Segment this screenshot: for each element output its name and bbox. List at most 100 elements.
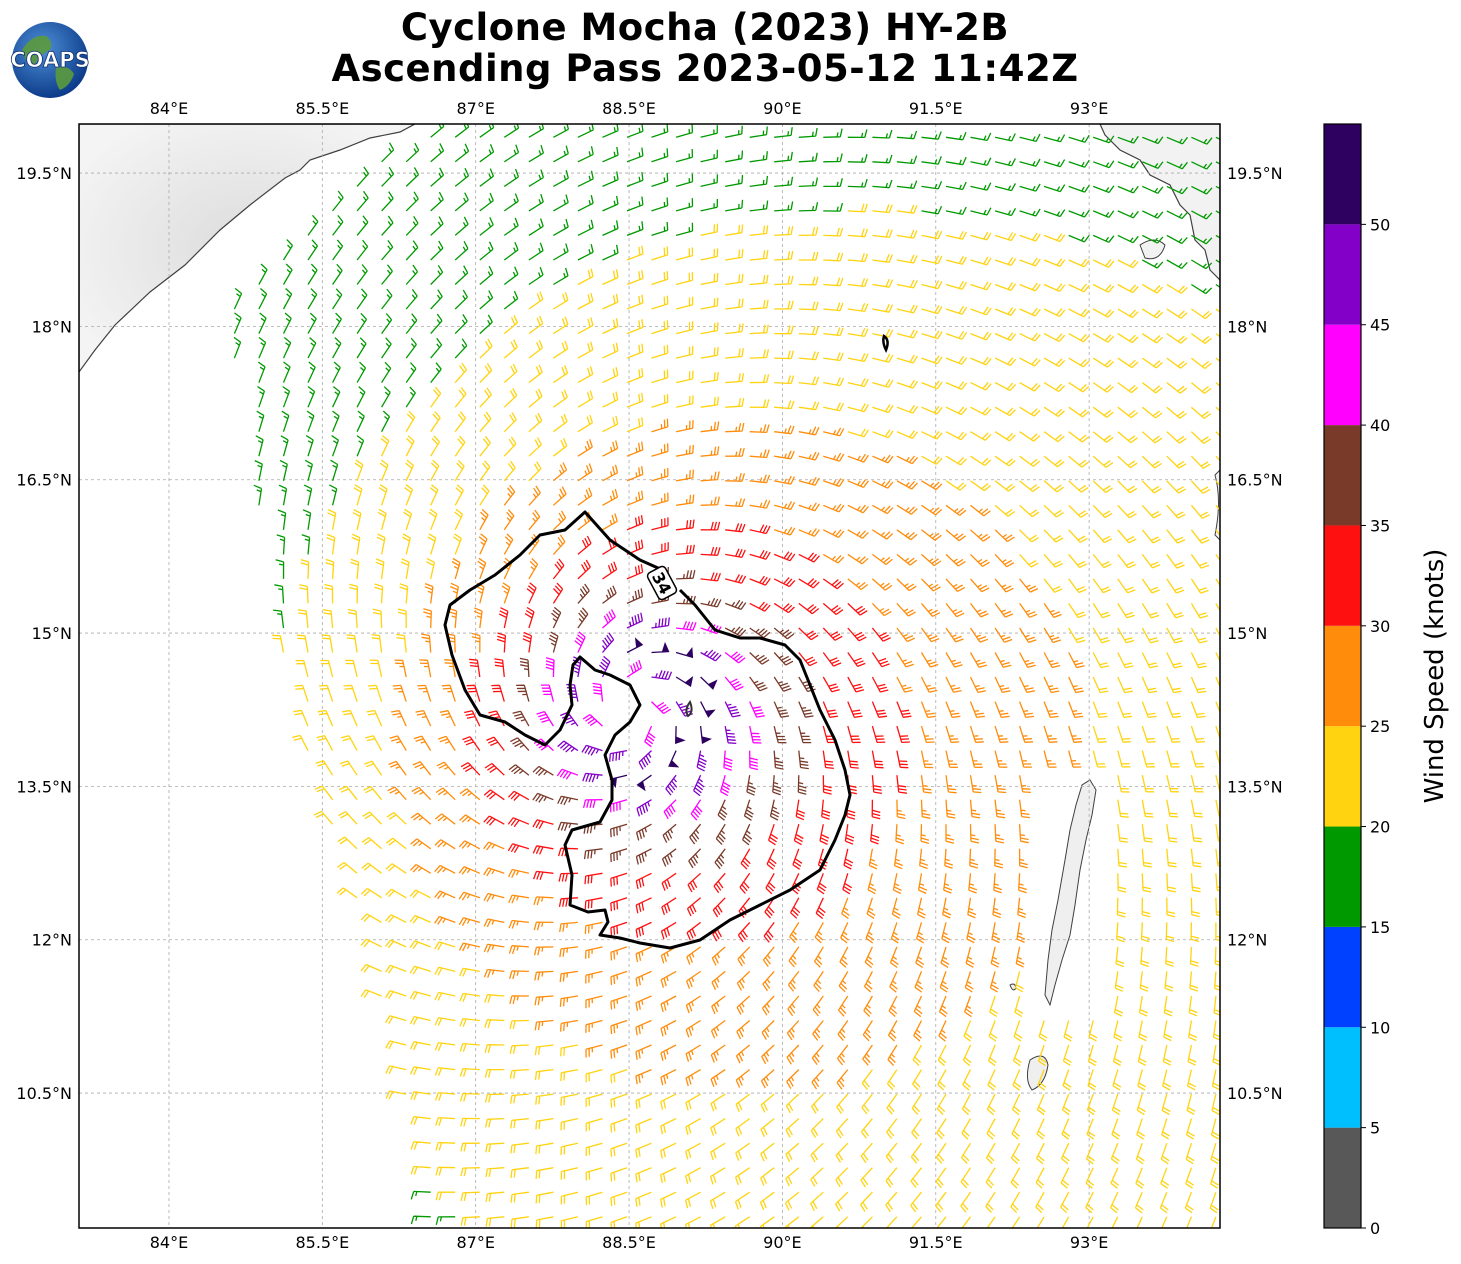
wind-barb-562 — [774, 475, 795, 485]
lat-tick-left-6: 10.5°N — [16, 1084, 72, 1103]
wind-barb-188 — [503, 242, 519, 261]
wind-barb-1087 — [662, 823, 677, 843]
wind-barb-115 — [602, 195, 619, 212]
wind-barb-1267 — [1165, 946, 1174, 967]
wind-barb-747 — [501, 582, 511, 604]
wind-barb-406 — [872, 378, 894, 388]
wind-barb-65 — [1166, 161, 1188, 170]
wind-barb-859 — [394, 659, 407, 678]
wind-barb-1442 — [535, 1093, 554, 1105]
wind-barb-1027 — [871, 775, 883, 795]
wind-barb-1204 — [1190, 897, 1200, 918]
wind-barb-1123 — [740, 848, 751, 870]
wind-barb-1633 — [1186, 1216, 1193, 1228]
wind-barb-786 — [498, 607, 509, 629]
wind-barb-905 — [592, 682, 604, 702]
wind-barb-1499 — [1136, 1118, 1146, 1140]
wind-barb-684 — [872, 553, 893, 566]
wind-barb-886 — [1068, 676, 1084, 694]
wind-barb-1241 — [434, 941, 456, 951]
wind-barb-1369 — [409, 1041, 431, 1051]
wind-barb-965 — [1190, 725, 1205, 743]
wind-barb-945 — [699, 726, 712, 745]
wind-barb-441 — [749, 399, 770, 409]
wind-barb-375 — [1092, 357, 1115, 368]
wind-barb-51 — [823, 153, 843, 163]
wind-barb-617 — [1141, 504, 1162, 519]
wind-barb-1443 — [560, 1093, 579, 1106]
wind-barb-491 — [994, 431, 1016, 442]
wind-barb-439 — [700, 396, 720, 408]
wind-barb-1466 — [1136, 1093, 1146, 1116]
wind-barb-1116 — [557, 847, 578, 857]
wind-barb-1480 — [660, 1118, 677, 1135]
wind-barb-1602 — [410, 1215, 431, 1225]
wind-barb-43 — [626, 147, 644, 163]
wind-barb-1554 — [860, 1167, 873, 1188]
wind-barb-863 — [494, 658, 505, 678]
wind-barb-711 — [577, 559, 591, 580]
wind-barb-272 — [577, 292, 594, 310]
wind-barb-963 — [1141, 725, 1156, 743]
wind-barb-1512 — [635, 1142, 652, 1158]
wind-barb-1257 — [839, 946, 849, 968]
wind-barb-496 — [1117, 431, 1138, 444]
wind-barb-882 — [969, 676, 987, 694]
wind-barb-386 — [381, 361, 392, 383]
wind-barb-505 — [356, 435, 365, 457]
wind-barb-1203 — [1166, 897, 1176, 918]
wind-barb-1371 — [459, 1042, 480, 1052]
wind-barb-154 — [626, 221, 644, 237]
wind-barb-749 — [552, 582, 564, 604]
wind-barb-948 — [773, 725, 787, 744]
wind-barb-50 — [798, 152, 818, 163]
wind-barb-1397 — [1112, 1044, 1122, 1067]
wind-barb-1071 — [1190, 799, 1203, 818]
wind-barb-114 — [577, 195, 594, 212]
wind-barb-552 — [528, 461, 542, 482]
wind-barb-1419 — [811, 1069, 824, 1090]
wind-barb-604 — [823, 503, 845, 513]
wind-barb-819 — [346, 634, 358, 653]
wind-barb-559 — [700, 471, 720, 482]
wind-barb-417 — [1141, 382, 1163, 394]
wind-barb-1420 — [836, 1069, 849, 1090]
wind-barb-1291 — [889, 971, 898, 993]
wind-barb-642 — [798, 528, 820, 537]
wind-barb-422 — [282, 386, 291, 408]
wind-barb-802 — [896, 627, 916, 643]
wind-barb-770 — [1068, 603, 1087, 619]
wind-barb-598 — [676, 494, 695, 506]
wind-barb-38 — [503, 144, 520, 163]
wind-barb-1428 — [1037, 1069, 1047, 1091]
wind-barb-884 — [1019, 676, 1036, 694]
wind-barb-499 — [1190, 431, 1212, 444]
wind-barb-244 — [896, 279, 918, 289]
wind-barb-827 — [548, 631, 559, 653]
wind-barb-997 — [1043, 750, 1057, 768]
wind-barb-897 — [392, 684, 407, 702]
wind-barb-39 — [528, 145, 545, 163]
wind-barb-1111 — [434, 839, 456, 850]
wind-barb-1246 — [559, 946, 578, 958]
wind-barb-93 — [970, 182, 992, 191]
wind-barb-673 — [602, 537, 618, 555]
wind-barb-792 — [651, 617, 670, 629]
wind-barb-76 — [553, 170, 569, 187]
wind-barb-696 — [1166, 554, 1185, 569]
wind-barb-1217 — [635, 921, 652, 938]
wind-barb-849 — [1092, 652, 1110, 669]
wind-barb-1513 — [660, 1142, 677, 1159]
wind-barb-177 — [1191, 234, 1213, 245]
wind-barb-839 — [847, 652, 866, 668]
wind-barb-1519 — [810, 1142, 824, 1163]
wind-barb-812 — [1141, 627, 1159, 644]
wind-barb-1550 — [760, 1167, 775, 1186]
wind-barb-876 — [822, 676, 840, 693]
wind-barb-512 — [528, 437, 542, 457]
wind-barb-538 — [1166, 455, 1187, 469]
wind-barb-1587 — [860, 1191, 873, 1212]
wind-barb-1149 — [558, 872, 578, 882]
wind-barb-838 — [822, 652, 842, 667]
